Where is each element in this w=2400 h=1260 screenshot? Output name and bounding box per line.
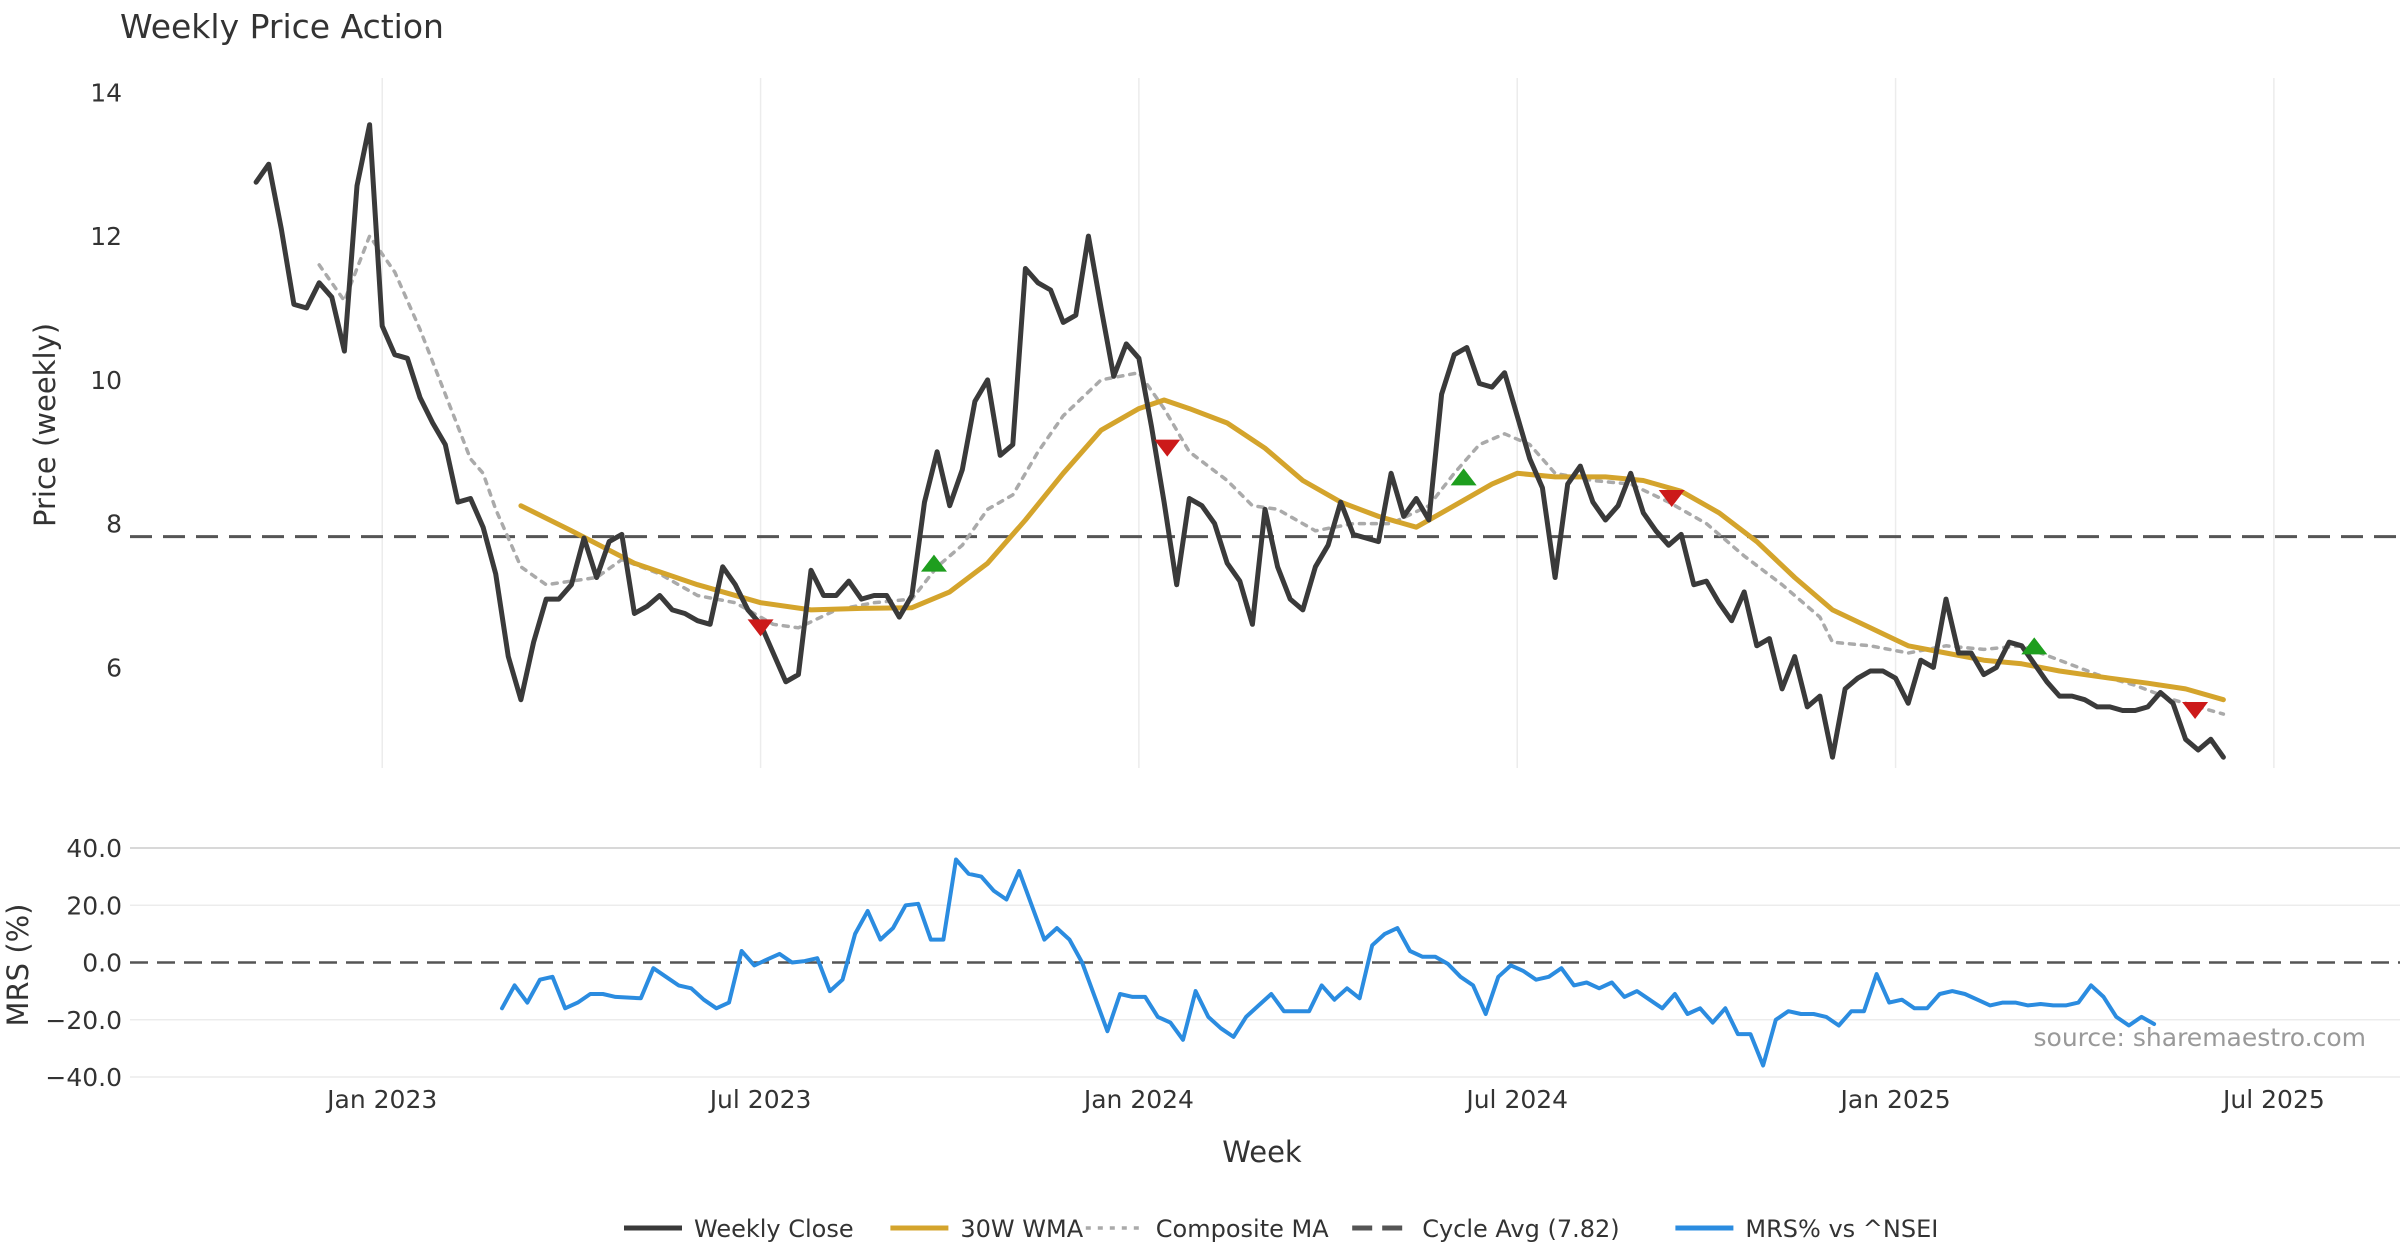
sell-signal-marker	[1154, 439, 1181, 457]
mrs-y-tick-label: 20.0	[66, 891, 122, 920]
source-label: source: sharemaestro.com	[2034, 1023, 2367, 1052]
price-y-tick-label: 14	[90, 78, 122, 107]
mrs-y-tick-label: −20.0	[45, 1006, 122, 1035]
30w-wma-line	[518, 397, 2226, 703]
signal-markers	[747, 439, 2209, 719]
buy-signal-marker	[1450, 468, 1477, 486]
x-ticks: Jan 2023 Jul 2023 Jan 2024 Jul 2024 Jan 2025…	[325, 1085, 2325, 1114]
composite-ma-line	[317, 234, 2226, 716]
weekly-close-line	[253, 122, 2226, 760]
mrs-y-tick-label: 40.0	[66, 834, 122, 863]
x-tick-label: Jan 2024	[1082, 1085, 1194, 1114]
legend-label: 30W WMA	[960, 1215, 1083, 1243]
sell-signal-marker	[747, 619, 774, 637]
mrs-y-tick-label: 0.0	[82, 949, 122, 978]
x-tick-label: Jul 2024	[1464, 1085, 1568, 1114]
x-tick-label: Jul 2025	[2221, 1085, 2325, 1114]
mrs-y-tick-label: −40.0	[45, 1063, 122, 1092]
legend: Weekly Close 30W WMA Composite MA Cycle Avg…	[624, 1215, 1938, 1243]
x-tick-label: Jan 2023	[325, 1085, 437, 1114]
x-axis-label: Week	[1222, 1135, 1302, 1169]
mrs-series	[500, 857, 2157, 1068]
x-tick-label: Jan 2025	[1839, 1085, 1951, 1114]
mrs-y-label: MRS (%)	[1, 904, 35, 1027]
mrs-line	[500, 857, 2157, 1068]
sell-signal-marker	[1658, 489, 1685, 507]
price-grid	[381, 78, 2275, 768]
legend-label: Composite MA	[1156, 1215, 1329, 1243]
buy-signal-marker	[2021, 637, 2048, 655]
buy-signal-marker	[920, 554, 947, 572]
price-y-tick-label: 6	[106, 653, 122, 682]
price-y-tick-label: 8	[106, 510, 122, 539]
sell-signal-marker	[2182, 702, 2209, 719]
x-tick-label: Jul 2023	[708, 1085, 812, 1114]
chart-title: Weekly Price Action	[120, 7, 444, 46]
price-y-tick-label: 12	[90, 222, 122, 251]
price-y-tick-label: 10	[90, 366, 122, 395]
price-series	[253, 122, 2226, 760]
legend-label: Cycle Avg (7.82)	[1422, 1215, 1619, 1243]
mrs-grid	[130, 847, 2400, 1078]
price-y-label: Price (weekly)	[28, 323, 62, 527]
mrs-y-ticks: 40.0 20.0 0.0 −20.0 −40.0	[45, 834, 122, 1092]
price-y-ticks: 14 12 10 8 6	[90, 78, 122, 682]
legend-label: Weekly Close	[694, 1215, 854, 1243]
legend-label: MRS% vs ^NSEI	[1745, 1215, 1938, 1243]
